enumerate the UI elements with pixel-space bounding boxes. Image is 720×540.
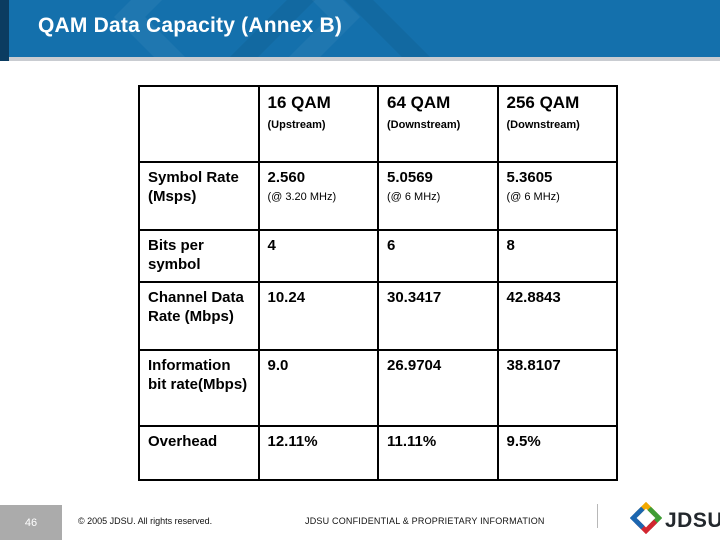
cell-value: 12.11% <box>267 433 318 450</box>
page-number: 46 <box>24 516 38 529</box>
row-label: Channel Data Rate (Mbps) <box>138 281 260 351</box>
table-cell: 6 <box>377 229 499 283</box>
table-cell: 26.9704 <box>377 349 499 427</box>
row-label: Bits per symbol <box>138 229 260 283</box>
table-cell: 4 <box>257 229 379 283</box>
table-cell: 5.0569 (@ 6 MHz) <box>377 161 499 231</box>
table-cell: 9.0 <box>257 349 379 427</box>
header-accent-bar <box>0 0 9 61</box>
column-header-64qam: 64 QAM (Downstream) <box>377 85 499 163</box>
cell-value: 8 <box>506 237 515 254</box>
table-corner-cell <box>138 85 260 163</box>
column-title: 64 QAM <box>387 93 451 112</box>
table-cell: 12.11% <box>257 425 379 481</box>
qam-capacity-table: 16 QAM (Upstream) 64 QAM (Downstream) 25… <box>138 85 618 481</box>
table-cell: 30.3417 <box>377 281 499 351</box>
cell-value: 5.3605 <box>506 169 553 186</box>
cell-value: 6 <box>387 237 396 254</box>
table-cell: 2.560 (@ 3.20 MHz) <box>257 161 379 231</box>
cell-value: 30.3417 <box>387 289 442 306</box>
cell-value: 9.5% <box>506 433 541 450</box>
column-title: 256 QAM <box>506 93 580 112</box>
column-subtitle: (Downstream) <box>506 118 580 131</box>
cell-value: 4 <box>267 237 276 254</box>
table-row-overhead: Overhead 12.11% 11.11% 9.5% <box>138 425 618 481</box>
cell-value: 42.8843 <box>506 289 561 306</box>
slide-title: QAM Data Capacity (Annex B) <box>38 14 343 37</box>
table-row-channel-data-rate: Channel Data Rate (Mbps) 10.24 30.3417 4… <box>138 281 618 351</box>
cell-value: 10.24 <box>267 289 306 306</box>
column-header-256qam: 256 QAM (Downstream) <box>496 85 618 163</box>
table-cell: 8 <box>496 229 618 283</box>
page-number-box: 46 <box>0 505 62 540</box>
jdsu-diamond-icon <box>629 501 663 539</box>
row-label: Overhead <box>138 425 260 481</box>
cell-value: 26.9704 <box>387 357 442 374</box>
column-subtitle: (Downstream) <box>387 118 461 131</box>
column-subtitle: (Upstream) <box>267 118 326 131</box>
cell-value: 11.11% <box>387 433 437 450</box>
slide-header <box>0 0 720 61</box>
table-cell: 10.24 <box>257 281 379 351</box>
cell-note: (@ 6 MHz) <box>506 191 560 203</box>
table-cell: 11.11% <box>377 425 499 481</box>
cell-value: 9.0 <box>267 357 289 374</box>
column-header-16qam: 16 QAM (Upstream) <box>257 85 379 163</box>
cell-value: 2.560 <box>267 169 306 186</box>
table-cell: 38.8107 <box>496 349 618 427</box>
cell-note: (@ 3.20 MHz) <box>267 191 337 203</box>
table-row-symbol-rate: Symbol Rate (Msps) 2.560 (@ 3.20 MHz) 5.… <box>138 161 618 231</box>
copyright-text: © 2005 JDSU. All rights reserved. <box>78 516 213 526</box>
row-label: Symbol Rate (Msps) <box>138 161 260 231</box>
table-row-information-bit-rate: Information bit rate(Mbps) 9.0 26.9704 3… <box>138 349 618 427</box>
table-row-bits-per-symbol: Bits per symbol 4 6 8 <box>138 229 618 283</box>
row-label: Information bit rate(Mbps) <box>138 349 260 427</box>
footer-divider <box>597 504 598 528</box>
table-header-row: 16 QAM (Upstream) 64 QAM (Downstream) 25… <box>138 85 618 163</box>
column-title: 16 QAM <box>267 93 331 112</box>
confidential-text: JDSU CONFIDENTIAL & PROPRIETARY INFORMAT… <box>305 516 545 526</box>
cell-value: 5.0569 <box>387 169 433 186</box>
cell-note: (@ 6 MHz) <box>387 191 441 203</box>
jdsu-logo: JDSU <box>629 501 720 539</box>
jdsu-logo-text: JDSU <box>665 508 720 532</box>
cell-value: 38.8107 <box>506 357 561 374</box>
table-cell: 5.3605 (@ 6 MHz) <box>496 161 618 231</box>
table-cell: 9.5% <box>496 425 618 481</box>
table-cell: 42.8843 <box>496 281 618 351</box>
